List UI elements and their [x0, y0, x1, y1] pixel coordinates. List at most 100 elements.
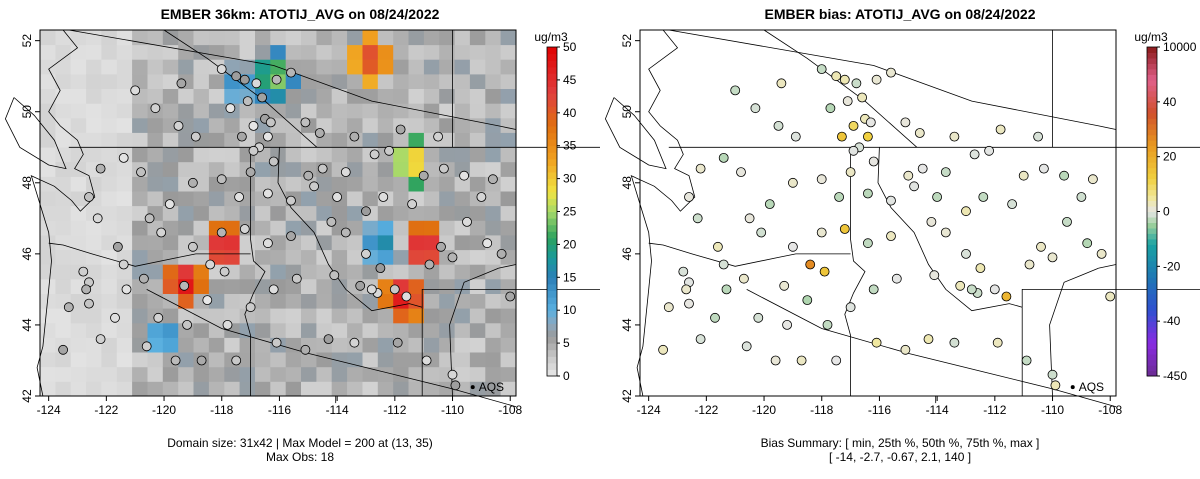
- colorbar-tick-label: -20: [1163, 259, 1181, 273]
- colorbar-segment: [1147, 173, 1157, 180]
- bias-point: [886, 231, 896, 242]
- heatmap-cell: [377, 322, 394, 338]
- heatmap-cell: [208, 88, 225, 104]
- heatmap-cell: [270, 308, 287, 324]
- heatmap-cell: [70, 249, 87, 265]
- heatmap-cell: [500, 117, 517, 133]
- heatmap-cell: [162, 337, 179, 353]
- colorbar-segment: [547, 165, 557, 173]
- obs-point: [216, 64, 227, 74]
- heatmap-cell: [101, 88, 118, 104]
- heatmap-cell: [147, 278, 164, 294]
- x-tick-label: -110: [1041, 403, 1064, 417]
- heatmap-cell: [423, 235, 440, 251]
- heatmap-cell: [454, 103, 471, 119]
- colorbar-tick-label: 0: [563, 369, 570, 383]
- colorbar-segment: [547, 244, 557, 252]
- heatmap-cell: [362, 308, 379, 324]
- heatmap-cell: [162, 73, 179, 89]
- obs-point: [216, 174, 227, 185]
- heatmap-cell: [255, 176, 271, 192]
- heatmap-cell: [147, 44, 164, 60]
- heatmap-cell: [454, 117, 471, 133]
- heatmap-cell: [469, 132, 486, 148]
- heatmap-cell: [86, 103, 102, 119]
- heatmap-cell: [70, 117, 87, 133]
- heatmap-cell: [270, 191, 287, 207]
- bias-point: [857, 92, 868, 103]
- heatmap-cell: [239, 44, 256, 60]
- heatmap-cell: [132, 352, 148, 368]
- heatmap-cell: [301, 249, 317, 265]
- heatmap-cell: [347, 249, 363, 265]
- heatmap-cell: [40, 147, 56, 163]
- bias-point: [903, 170, 914, 181]
- colorbar-segment: [547, 172, 557, 180]
- colorbar-segment: [1147, 184, 1157, 191]
- colorbar-segment: [1147, 140, 1157, 147]
- colorbar-segment: [547, 99, 557, 107]
- heatmap-cell: [469, 220, 486, 236]
- heatmap-cell: [485, 161, 502, 177]
- colorbar-segment: [1147, 47, 1157, 53]
- colorbar-segment: [1147, 354, 1157, 361]
- heatmap-cell: [162, 249, 179, 265]
- heatmap-cell: [86, 73, 102, 89]
- obs-point: [268, 284, 279, 295]
- wa-id-border: [844, 147, 866, 396]
- heatmap-cell: [331, 322, 348, 338]
- colorbar-segment: [547, 257, 557, 265]
- heatmap-cell: [469, 176, 486, 192]
- heatmap-cell: [208, 366, 225, 382]
- heatmap-cell: [40, 73, 56, 89]
- heatmap-cell: [500, 161, 517, 177]
- obs-point: [286, 195, 296, 206]
- heatmap-cell: [423, 44, 440, 60]
- bias-point: [825, 103, 836, 114]
- bias-point: [756, 227, 767, 238]
- heatmap-cell: [439, 337, 456, 353]
- bias-point: [658, 344, 668, 355]
- heatmap-cell: [40, 249, 56, 265]
- heatmap-cell: [208, 205, 225, 221]
- colorbar-segment: [1147, 52, 1157, 59]
- chart-title: EMBER 36km: ATOTIJ_AVG on 08/24/2022: [160, 6, 440, 22]
- heatmap-cell: [178, 366, 195, 382]
- bias-point: [831, 355, 842, 366]
- heatmap-cell: [301, 147, 317, 163]
- colorbar-segment: [547, 191, 557, 199]
- heatmap-cell: [393, 381, 410, 397]
- heatmap-cell: [408, 322, 425, 338]
- heatmap-cell: [500, 220, 517, 236]
- obs-point: [118, 259, 129, 270]
- heatmap-cell: [208, 117, 225, 133]
- bias-point: [1033, 131, 1044, 142]
- heatmap-cell: [255, 59, 271, 75]
- obs-point: [84, 192, 94, 202]
- colorbar-segment: [547, 93, 557, 101]
- vancouver-island: [604, 97, 667, 170]
- colorbar-segment: [547, 290, 557, 298]
- obs-point: [369, 149, 380, 160]
- heatmap-cell: [285, 205, 302, 221]
- heatmap-cell: [301, 235, 317, 251]
- heatmap-cell: [193, 176, 210, 192]
- heatmap-cell: [208, 191, 225, 207]
- heatmap-cell: [255, 220, 271, 236]
- colorbar-tick-label: 40: [563, 106, 577, 120]
- obs-point: [340, 167, 351, 178]
- heatmap-cell: [454, 352, 471, 368]
- heatmap-cell: [393, 235, 410, 251]
- heatmap-cell: [239, 278, 256, 294]
- heatmap-cell: [86, 117, 102, 133]
- heatmap-cell: [40, 337, 56, 353]
- heatmap-cell: [500, 59, 517, 75]
- heatmap-cell: [485, 147, 502, 163]
- heatmap-cell: [86, 322, 102, 338]
- bias-point: [831, 71, 842, 82]
- bias-point: [681, 284, 692, 295]
- colorbar-tick-label: 10: [563, 303, 577, 317]
- heatmap-cell: [55, 322, 72, 338]
- obs-point: [216, 227, 227, 238]
- heatmap-cell: [469, 205, 486, 221]
